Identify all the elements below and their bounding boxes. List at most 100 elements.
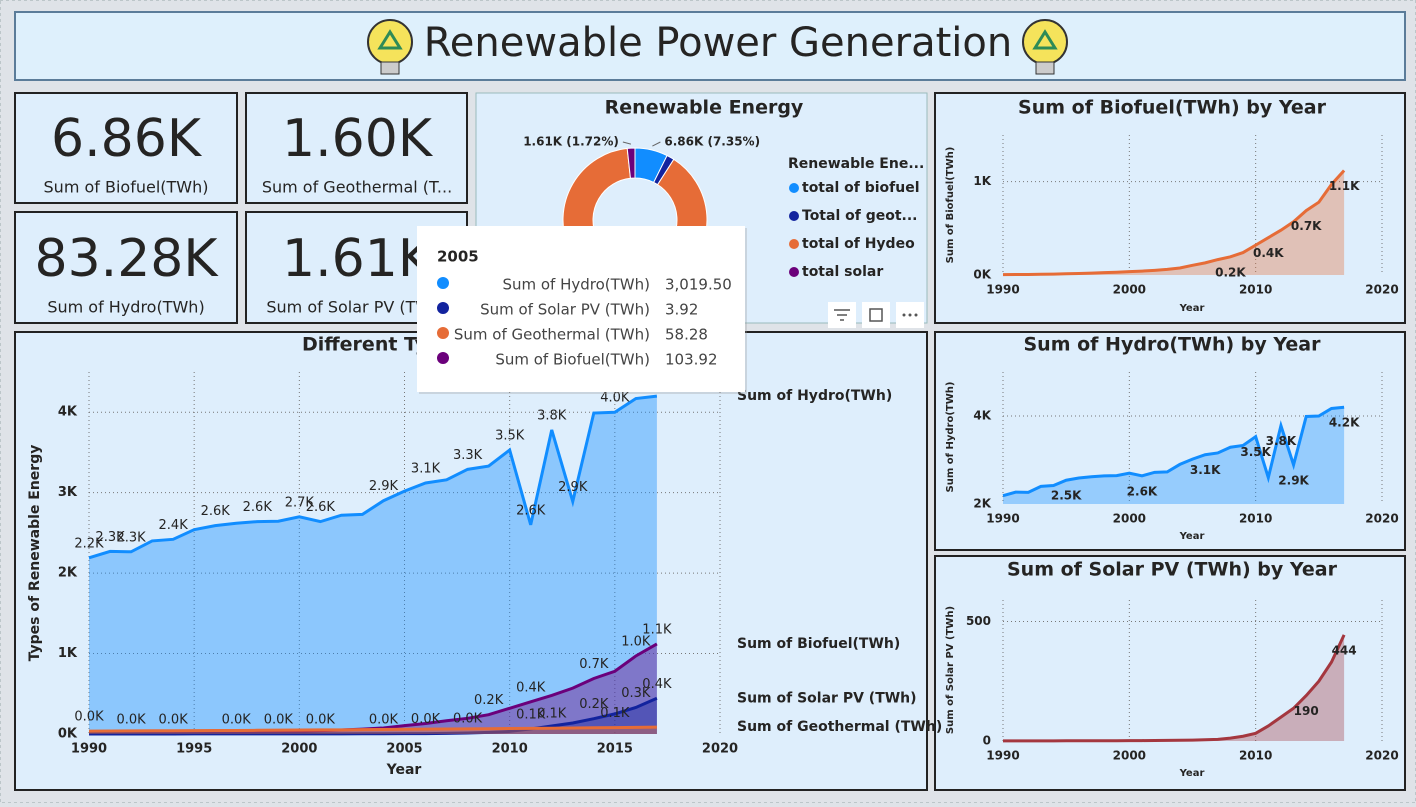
data-label: 0.1K (600, 706, 630, 721)
data-label: 2.6K (516, 503, 546, 518)
y-tick-label: 1K (973, 174, 991, 188)
page-title: Renewable Power Generation (424, 20, 1012, 66)
y-tick-label: 2K (973, 497, 991, 511)
tooltip-rows: Sum of Hydro(TWh) 3,019.50 Sum of Solar PV… (437, 276, 732, 369)
x-tick-label: 1990 (986, 283, 1019, 297)
focus-button[interactable] (862, 302, 890, 328)
data-label: 2.9K (1278, 473, 1309, 487)
data-label: 1.1K (1329, 179, 1360, 193)
data-label: 0.2K (474, 693, 504, 708)
line (1002, 405, 1345, 498)
data-label: 0.0K (453, 712, 483, 727)
legend-label: total of Hydeo (802, 236, 915, 252)
tooltip: 2005 Sum of Hydro(TWh) 3,019.50 Sum of Sol… (417, 226, 747, 394)
data-label: 0.4K (1253, 246, 1284, 260)
y-tick-label: 3K (58, 485, 78, 500)
tooltip-value: 3.92 (665, 301, 698, 319)
data-label: 2.6K (1127, 484, 1158, 498)
x-tick-label: 2000 (1113, 749, 1146, 763)
chart-panel (934, 92, 1406, 324)
x-axis-label: Year (386, 762, 422, 778)
x-tick-label: 2005 (386, 742, 422, 757)
kpi-label: Sum of Hydro(TWh) (47, 298, 204, 317)
x-tick-label: 2010 (492, 742, 528, 757)
data-label: 2.7K (285, 495, 315, 510)
data-label: 0.2K (1215, 265, 1246, 279)
area (89, 698, 657, 734)
data-label: 0.7K (579, 657, 609, 672)
x-tick-label: 2015 (597, 742, 633, 757)
x-tick-label: 1990 (986, 512, 1019, 526)
data-label: 2.9K (558, 480, 588, 495)
x-tick-label: 1995 (176, 742, 212, 757)
data-label: 0.0K (74, 710, 104, 725)
area (1003, 634, 1345, 741)
tooltip-marker (437, 352, 449, 364)
data-label: 0.7K (1291, 219, 1322, 233)
data-label: 2.3K (116, 530, 146, 545)
line (88, 394, 658, 560)
y-tick-label: 4K (58, 405, 78, 420)
tooltip-box (417, 226, 745, 392)
data-label: 0.4K (516, 680, 546, 695)
data-label: 4.2K (1329, 416, 1360, 430)
data-label: 190 (1294, 704, 1319, 718)
chart-title: Sum of Solar PV (TWh) by Year (1007, 559, 1338, 581)
legend-label: Total of geot... (802, 208, 918, 224)
tooltip-value: 103.92 (665, 351, 718, 369)
area (89, 643, 657, 734)
kpi-value: 6.86K (51, 109, 203, 169)
legend-label: Sum of Geothermal (TWh) (737, 719, 942, 735)
x-tick-label: 2020 (702, 742, 738, 757)
legend-label: total of biofuel (802, 180, 920, 196)
y-axis-label: Types of Renewable Energy (27, 445, 43, 662)
y-axis-label: Sum of Solar PV (TWh) (945, 606, 956, 734)
data-label: 3.5K (1240, 445, 1271, 459)
kpi-card (14, 211, 238, 324)
data-label: 2.5K (1051, 489, 1082, 503)
tooltip-marker (437, 302, 449, 314)
data-label: 1.1K (642, 622, 672, 637)
tooltip-label: Sum of Solar PV (TWh) (480, 301, 650, 319)
kpi-label: Sum of Geothermal (T... (262, 178, 452, 197)
legend-title: Renewable Ene... (788, 156, 924, 172)
header-panel (14, 11, 1406, 81)
x-tick-label: 2020 (1365, 512, 1398, 526)
chart-title: Renewable Energy (605, 97, 804, 119)
y-tick-label: 0K (58, 727, 78, 742)
y-tick-label: 4K (973, 409, 991, 423)
data-label: 3.5K (495, 429, 525, 444)
x-tick-label: 1990 (986, 749, 1019, 763)
x-tick-label: 2000 (1113, 283, 1146, 297)
data-label: 1.0K (621, 634, 651, 649)
kpi-label: Sum of Solar PV (TWh) (266, 298, 447, 317)
x-tick-label: 2020 (1365, 283, 1398, 297)
legend-label: Sum of Biofuel(TWh) (737, 636, 900, 652)
data-label: 4.0K (600, 391, 630, 406)
legend-label: Sum of Hydro(TWh) (737, 388, 892, 404)
tooltip-title: 2005 (437, 248, 479, 266)
data-label: 0.0K (222, 712, 252, 727)
x-tick-label: 2010 (1239, 512, 1272, 526)
x-tick-label: 2000 (281, 742, 317, 757)
data-label: 1.61K (1.72%) (523, 135, 619, 149)
tooltip-value: 3,019.50 (665, 276, 732, 294)
chart-panel (934, 331, 1406, 551)
data-label: 0.0K (159, 712, 189, 727)
area (89, 396, 657, 734)
line (88, 725, 657, 733)
legend-marker (789, 183, 799, 193)
x-axis-label: Year (1179, 768, 1205, 779)
y-tick-label: 0K (973, 268, 991, 282)
legend-marker (789, 267, 799, 277)
visual-toolbar (828, 302, 924, 328)
data-label: 0.1K (516, 707, 546, 722)
kpi-value: 1.60K (282, 109, 434, 169)
chart-title: Sum of Hydro(TWh) by Year (1024, 334, 1322, 356)
data-label: 0.2K (579, 697, 609, 712)
tooltip-marker (437, 277, 449, 289)
kpi-card (14, 92, 238, 204)
y-tick-label: 0 (983, 734, 991, 748)
bulb-icon (1022, 19, 1068, 75)
y-tick-label: 2K (58, 566, 78, 581)
